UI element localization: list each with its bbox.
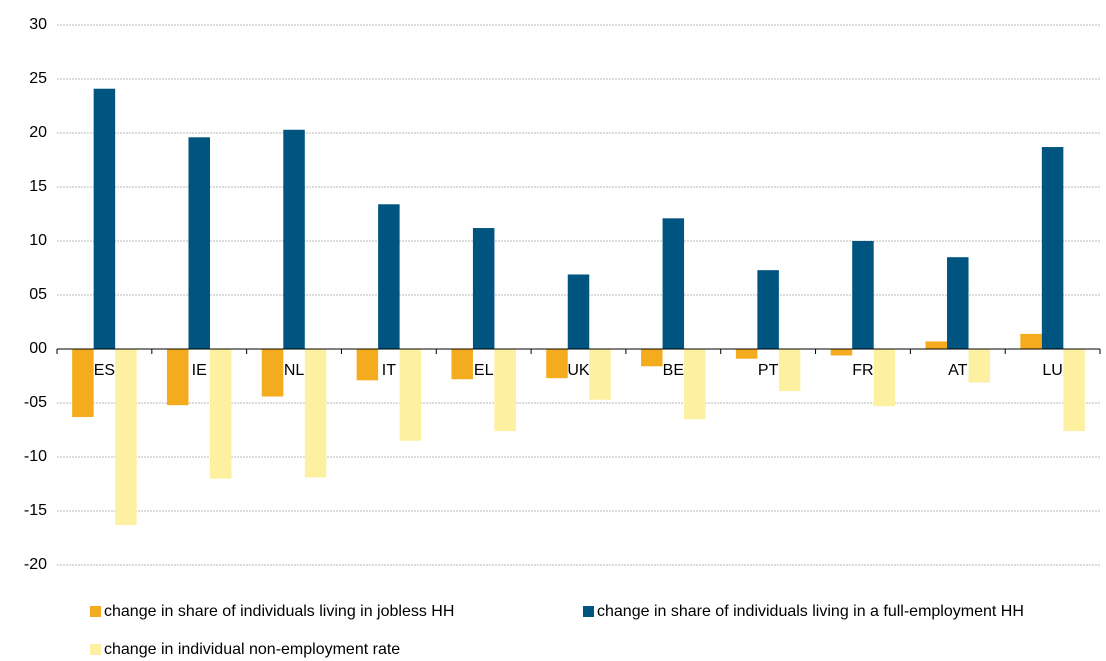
y-tick-label: 00 [29, 340, 47, 357]
bar [72, 349, 94, 418]
x-tick-label: NL [284, 362, 305, 379]
y-tick-label: 15 [29, 178, 47, 195]
y-tick-label: 30 [29, 16, 47, 33]
bar [641, 349, 663, 367]
legend-swatch [90, 606, 101, 617]
bar [115, 349, 137, 526]
bar [968, 349, 991, 383]
x-tick-label: ES [94, 362, 115, 379]
legend-label: change in share of individuals living in… [597, 603, 1024, 620]
bar [947, 257, 969, 349]
x-tick-label: IT [382, 362, 396, 379]
x-tick-label: BE [663, 362, 684, 379]
bar [209, 349, 232, 479]
bar [778, 349, 801, 392]
legend-swatch [583, 606, 594, 617]
bar [399, 349, 422, 441]
bar [378, 204, 400, 349]
bar [451, 349, 473, 380]
bar [546, 349, 568, 379]
x-tick-label: AT [948, 362, 967, 379]
bar [925, 341, 948, 349]
y-tick-label: 10 [29, 232, 47, 249]
bar [494, 349, 516, 432]
y-tick-label: 20 [29, 124, 47, 141]
y-tick-label: -05 [24, 394, 47, 411]
legend-label: change in individual non-employment rate [104, 641, 400, 658]
bar [757, 270, 779, 349]
bar [304, 349, 327, 478]
bar [830, 349, 853, 356]
bar [472, 228, 495, 349]
x-tick-label: UK [567, 362, 590, 379]
bar [1063, 349, 1085, 432]
bar [1020, 333, 1042, 349]
x-tick-label: PT [758, 362, 779, 379]
x-tick-label: EL [474, 362, 494, 379]
bar [93, 88, 116, 349]
y-tick-label: -15 [24, 502, 47, 519]
bar [567, 274, 590, 349]
legend-swatch [90, 644, 101, 655]
bar [589, 349, 611, 400]
bar [166, 349, 189, 406]
bar [873, 349, 896, 407]
bar [283, 129, 305, 349]
bar [188, 137, 210, 349]
bar [735, 349, 758, 359]
y-tick-label: -20 [24, 556, 47, 573]
y-tick-label: -10 [24, 448, 47, 465]
bar [356, 349, 379, 381]
bar [261, 349, 284, 397]
x-tick-label: LU [1042, 362, 1062, 379]
x-tick-label: FR [852, 362, 873, 379]
bar [662, 218, 685, 349]
bar [684, 349, 706, 420]
y-tick-label: 25 [29, 70, 47, 87]
bar [1041, 147, 1064, 349]
legend-label: change in share of individuals living in… [104, 603, 454, 620]
x-tick-label: IE [192, 362, 207, 379]
bar [852, 241, 874, 349]
y-tick-label: 05 [29, 286, 47, 303]
